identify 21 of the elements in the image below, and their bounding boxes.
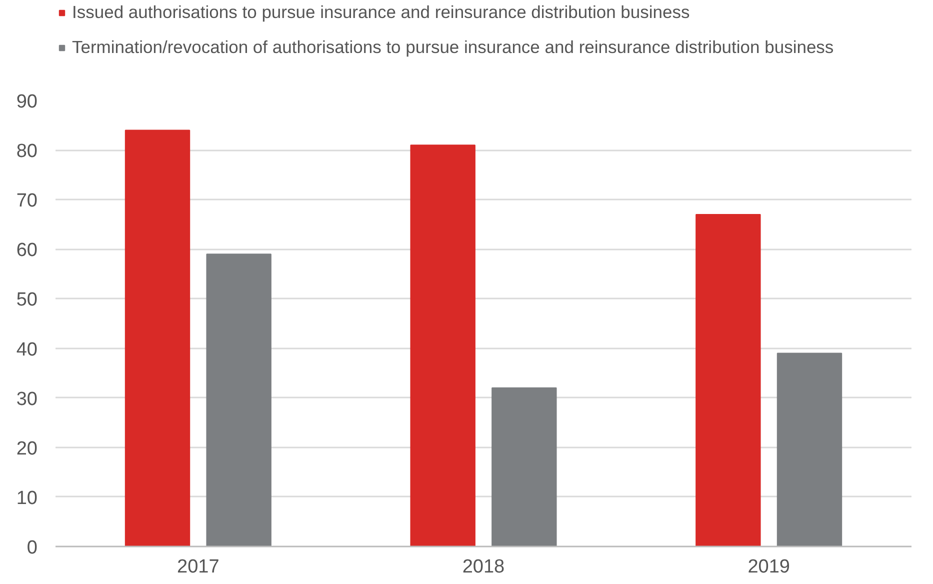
y-tick-label: 30 bbox=[16, 388, 38, 410]
y-tick-label: 40 bbox=[16, 339, 38, 360]
y-tick-label: 20 bbox=[16, 438, 38, 460]
bar bbox=[206, 254, 272, 546]
y-tick-label: 60 bbox=[16, 240, 38, 262]
bar bbox=[776, 352, 842, 546]
y-tick-label: 70 bbox=[16, 190, 38, 212]
bar bbox=[696, 214, 761, 546]
legend-label: Termination/revocation of authorisations to pursue insurance and reinsurance distribution business bbox=[72, 37, 834, 58]
y-tick-label: 0 bbox=[26, 538, 38, 558]
y-tick-label: 10 bbox=[16, 488, 38, 509]
y-tick-label: 50 bbox=[16, 290, 38, 311]
x-tick-label: 2019 bbox=[748, 556, 790, 578]
bar bbox=[124, 130, 190, 546]
bar bbox=[410, 144, 476, 546]
legend-label: Issued authorisations to pursue insurance and reinsurance distribution business bbox=[72, 2, 690, 23]
x-tick-label: 2018 bbox=[462, 556, 505, 578]
y-tick-label: 90 bbox=[16, 92, 38, 112]
bar bbox=[492, 387, 557, 546]
y-tick-label: 80 bbox=[16, 141, 38, 162]
x-tick-label: 2017 bbox=[177, 556, 220, 578]
